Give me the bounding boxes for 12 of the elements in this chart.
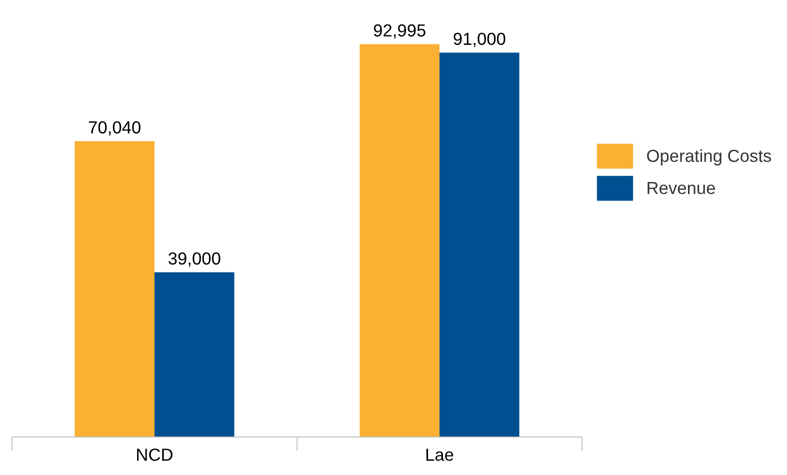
data-label: 91,000 (454, 32, 506, 48)
data-label: 70,040 (88, 121, 140, 136)
bar (74, 141, 154, 437)
x-tick-label: Lae (426, 448, 454, 461)
legend-label: Operating Costs (647, 149, 772, 166)
legend-label: Revenue (648, 182, 715, 194)
data-label: 92,995 (374, 24, 426, 39)
bar (154, 272, 234, 437)
data-label: 39,000 (168, 252, 220, 267)
bar (440, 52, 520, 437)
bar (360, 44, 440, 437)
x-tick-label: NCD (137, 448, 172, 461)
